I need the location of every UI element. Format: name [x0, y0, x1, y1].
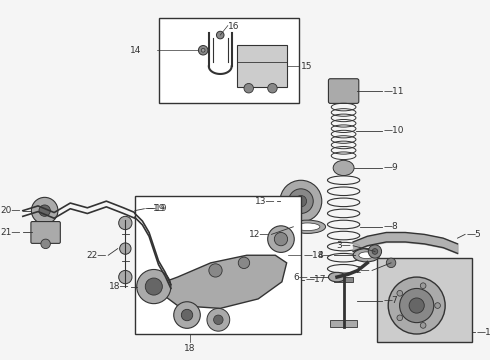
- Circle shape: [409, 298, 424, 313]
- Text: —1: —1: [476, 328, 490, 337]
- FancyBboxPatch shape: [328, 79, 359, 103]
- Text: 18: 18: [184, 343, 196, 352]
- Text: 6—: 6—: [294, 273, 309, 282]
- Text: —19: —19: [145, 204, 165, 213]
- Text: 12—: 12—: [249, 230, 270, 239]
- Circle shape: [268, 226, 294, 252]
- Text: 2—: 2—: [356, 266, 370, 275]
- Circle shape: [238, 257, 250, 269]
- Ellipse shape: [359, 252, 374, 258]
- Circle shape: [137, 270, 171, 303]
- Text: 13—: 13—: [255, 197, 275, 206]
- Text: —7: —7: [384, 296, 398, 305]
- Text: 22—: 22—: [86, 251, 106, 260]
- Circle shape: [372, 249, 378, 254]
- Text: 18—: 18—: [109, 282, 129, 291]
- Circle shape: [244, 84, 253, 93]
- Text: —5: —5: [467, 230, 482, 239]
- Circle shape: [209, 264, 222, 277]
- Circle shape: [119, 216, 132, 230]
- Text: —8: —8: [384, 222, 398, 231]
- Text: —10: —10: [384, 126, 404, 135]
- Ellipse shape: [295, 223, 320, 230]
- Circle shape: [145, 278, 162, 295]
- Text: —11: —11: [384, 86, 404, 95]
- Circle shape: [217, 31, 224, 39]
- Circle shape: [214, 315, 223, 324]
- Text: —18: —18: [304, 251, 324, 260]
- Circle shape: [388, 277, 445, 334]
- Circle shape: [280, 180, 322, 222]
- Text: 16: 16: [228, 22, 239, 31]
- Circle shape: [289, 189, 313, 213]
- Circle shape: [181, 309, 193, 321]
- Bar: [159, 18, 299, 103]
- Circle shape: [397, 291, 403, 296]
- Ellipse shape: [333, 160, 354, 176]
- Circle shape: [400, 288, 434, 323]
- Bar: [334, 277, 353, 282]
- Text: 14: 14: [130, 46, 142, 55]
- Text: 20—: 20—: [0, 206, 21, 215]
- Circle shape: [120, 243, 131, 254]
- Text: —9: —9: [384, 163, 398, 172]
- Text: —19: —19: [146, 204, 167, 213]
- Bar: [237, 45, 287, 87]
- Circle shape: [386, 258, 396, 267]
- Circle shape: [39, 205, 50, 216]
- Text: —17: —17: [306, 275, 326, 284]
- Circle shape: [397, 315, 403, 321]
- Circle shape: [31, 197, 58, 224]
- Ellipse shape: [290, 220, 325, 233]
- Text: 21—: 21—: [0, 228, 21, 237]
- Circle shape: [41, 239, 50, 249]
- FancyBboxPatch shape: [31, 221, 60, 243]
- Circle shape: [420, 283, 426, 288]
- Bar: [330, 320, 357, 327]
- Circle shape: [268, 84, 277, 93]
- Circle shape: [295, 195, 307, 207]
- Circle shape: [420, 323, 426, 328]
- Circle shape: [435, 303, 441, 309]
- Circle shape: [198, 45, 208, 55]
- Circle shape: [207, 309, 230, 331]
- Circle shape: [368, 245, 382, 258]
- Text: 15: 15: [301, 62, 313, 71]
- Ellipse shape: [353, 249, 380, 262]
- Polygon shape: [152, 255, 287, 309]
- Circle shape: [274, 233, 288, 246]
- Text: 3—: 3—: [337, 241, 351, 250]
- Bar: [135, 197, 301, 334]
- Text: 4—: 4—: [318, 251, 332, 260]
- Ellipse shape: [328, 272, 345, 282]
- Circle shape: [119, 270, 132, 284]
- Bar: [377, 258, 472, 342]
- Circle shape: [174, 302, 200, 328]
- Circle shape: [201, 48, 205, 52]
